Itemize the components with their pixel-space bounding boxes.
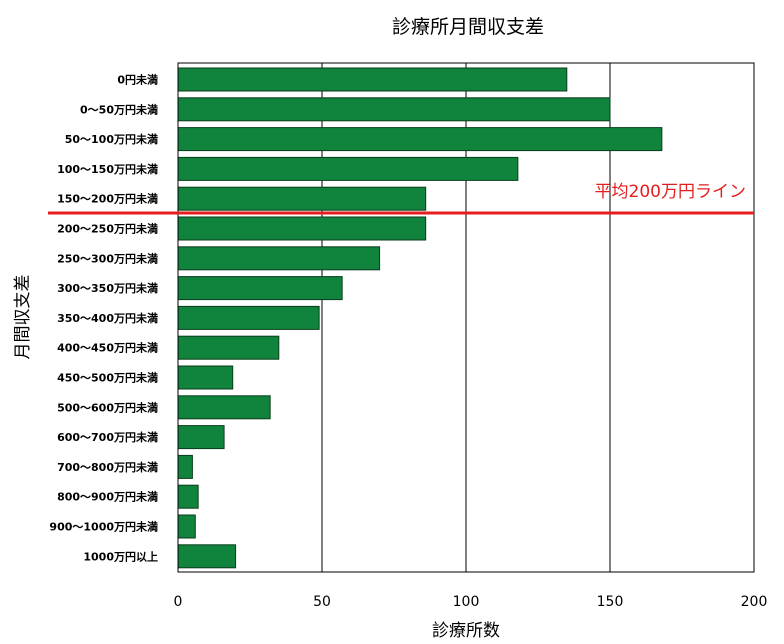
x-axis-title: 診療所数 (432, 621, 500, 641)
bar (177, 514, 196, 539)
bar (177, 127, 663, 152)
category-label: 100～150万円未満 (57, 162, 158, 176)
bar (177, 335, 280, 360)
bar (177, 395, 271, 420)
x-tick-labels: 0 50 100 150 200 (174, 594, 768, 610)
category-label: 50～100万円未満 (65, 132, 158, 146)
bar (177, 454, 193, 479)
category-label: 300～350万円未満 (57, 281, 158, 295)
category-label: 0～50万円未満 (80, 102, 158, 116)
category-label: 0円未満 (117, 73, 158, 87)
category-label: 200～250万円未満 (57, 222, 158, 236)
bar (177, 305, 320, 330)
bar (177, 186, 427, 211)
bar (177, 365, 234, 390)
bar (177, 484, 199, 509)
bar (177, 425, 225, 450)
plot-frame (177, 62, 755, 573)
category-label: 350～400万円未満 (57, 311, 158, 325)
bar (177, 67, 568, 92)
bars (177, 67, 663, 569)
category-label: 1000万円以上 (83, 549, 158, 563)
category-label: 700～800万円未満 (57, 460, 158, 474)
category-labels: 0円未満 0～50万円未満 50～100万円未満 100～150万円未満 150～200… (49, 73, 158, 564)
category-label: 900～1000万円未満 (49, 520, 158, 534)
bar (177, 97, 611, 122)
category-label: 400～450万円未満 (57, 341, 158, 355)
category-label: 150～200万円未満 (57, 192, 158, 206)
bar (177, 156, 519, 181)
bar (177, 246, 381, 271)
chart-title: 診療所月間収支差 (392, 16, 544, 38)
x-tick-label: 50 (313, 594, 331, 610)
category-label: 250～300万円未満 (57, 251, 158, 265)
bar (177, 216, 427, 241)
bar (177, 544, 237, 569)
x-tick-label: 0 (174, 594, 183, 610)
category-label: 500～600万円未満 (57, 400, 158, 414)
average-reference-label: 平均200万円ライン (595, 182, 746, 202)
x-tick-label: 100 (453, 594, 480, 610)
category-label: 800～900万円未満 (57, 490, 158, 504)
x-tick-label: 150 (597, 594, 624, 610)
bar (177, 276, 343, 301)
category-label: 600～700万円未満 (57, 430, 158, 444)
x-tick-label: 200 (741, 594, 768, 610)
y-axis-title: 月間収支差 (13, 275, 33, 360)
category-label: 450～500万円未満 (57, 371, 158, 385)
